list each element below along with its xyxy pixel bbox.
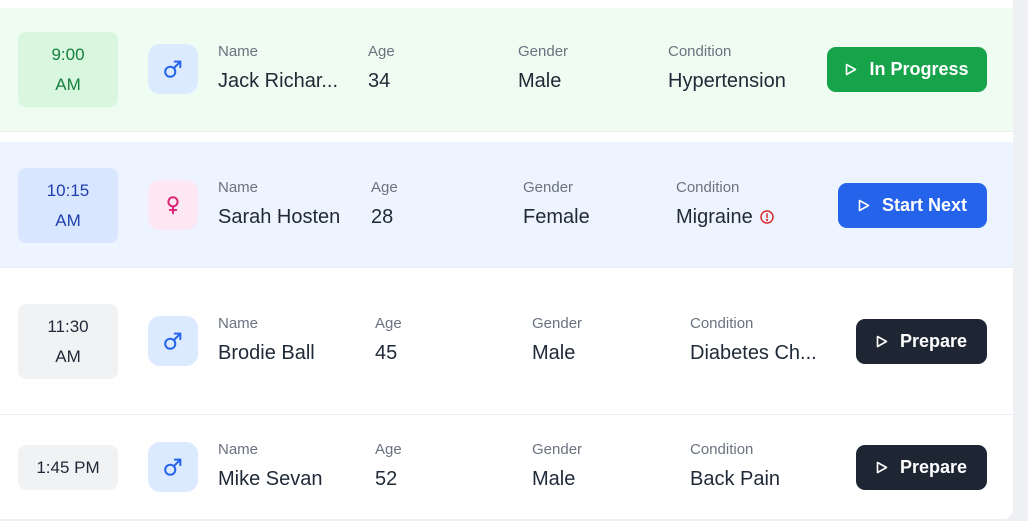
time-hour: 10:15	[46, 180, 90, 200]
patient-gender: Male	[518, 70, 562, 92]
play-icon	[876, 335, 888, 348]
button-label: Prepare	[899, 457, 968, 477]
patient-condition: Diabetes Ch...	[690, 342, 817, 364]
time-period: AM	[55, 74, 81, 94]
start-next-button[interactable]: Start Next	[838, 183, 987, 228]
patient-name: Brodie Ball	[218, 342, 315, 364]
gender-field: Gender Female	[523, 177, 663, 235]
prepare-button[interactable]: Prepare	[856, 319, 987, 364]
name-label: Name	[218, 315, 259, 332]
male-icon	[148, 44, 198, 94]
age-label: Age	[375, 441, 402, 458]
condition-label: Condition	[690, 441, 754, 458]
gender-label: Gender	[532, 315, 583, 332]
patient-gender: Male	[532, 468, 576, 490]
patient-name: Jack Richar...	[218, 70, 339, 92]
appointment-row[interactable]: 9:00 AM Name Jack Richar... Age 34 Gende…	[0, 8, 1013, 132]
appointment-row[interactable]: 1:45 PM Name Mike Sevan Age 52 Gender Ma…	[0, 415, 1013, 519]
patient-name: Mike Sevan	[218, 468, 323, 490]
time-slot: 10:15 AM	[18, 168, 118, 243]
name-field: Name Brodie Ball	[218, 313, 358, 371]
condition-label: Condition	[690, 315, 754, 332]
play-icon	[846, 63, 857, 76]
time-period: AM	[55, 210, 81, 230]
time-slot: 9:00 AM	[18, 32, 118, 107]
condition-field: Condition Migraine	[676, 177, 826, 235]
gender-label: Gender	[518, 43, 569, 60]
patient-gender: Male	[532, 342, 576, 364]
gender-field: Gender Male	[518, 41, 658, 99]
time-period: AM	[55, 346, 81, 366]
male-icon	[148, 316, 198, 366]
time-hour: 9:00	[51, 44, 85, 64]
condition-field: Condition Diabetes Ch...	[690, 313, 835, 371]
play-icon	[876, 461, 888, 474]
gender-label: Gender	[523, 179, 574, 196]
time-slot: 11:30 AM	[18, 304, 118, 379]
time-label: 1:45 PM	[36, 457, 100, 477]
name-field: Name Mike Sevan	[218, 439, 358, 497]
patient-age: 52	[375, 468, 398, 490]
patient-condition: Hypertension	[668, 70, 786, 92]
age-field: Age 52	[375, 439, 495, 497]
age-label: Age	[375, 315, 402, 332]
button-label: Start Next	[881, 195, 968, 215]
name-label: Name	[218, 43, 259, 60]
appointment-row[interactable]: 11:30 AM Name Brodie Ball Age 45 Gender …	[0, 278, 1013, 415]
gender-field: Gender Male	[532, 439, 672, 497]
play-icon	[858, 199, 870, 212]
female-icon	[148, 180, 198, 230]
name-label: Name	[218, 441, 259, 458]
age-field: Age 34	[368, 41, 488, 99]
patient-condition: Back Pain	[690, 468, 781, 490]
age-field: Age 45	[375, 313, 495, 371]
age-label: Age	[368, 43, 395, 60]
condition-field: Condition Hypertension	[668, 41, 818, 99]
gender-field: Gender Male	[532, 313, 672, 371]
name-field: Name Sarah Hosten	[218, 177, 358, 235]
patient-gender: Female	[523, 206, 590, 228]
alert-circle-icon	[759, 209, 775, 225]
patient-age: 45	[375, 342, 398, 364]
time-hour: 11:30	[47, 316, 89, 336]
prepare-button[interactable]: Prepare	[856, 445, 987, 490]
condition-label: Condition	[676, 179, 740, 196]
patient-age: 34	[368, 70, 391, 92]
patient-age: 28	[371, 206, 394, 228]
condition-field: Condition Back Pain	[690, 439, 835, 497]
button-label: Prepare	[899, 331, 968, 351]
age-field: Age 28	[371, 177, 491, 235]
time-slot: 1:45 PM	[18, 445, 118, 490]
age-label: Age	[371, 179, 398, 196]
appointment-row[interactable]: 10:15 AM Name Sarah Hosten Age 28 Gender…	[0, 142, 1013, 268]
gender-label: Gender	[532, 441, 583, 458]
male-icon	[148, 442, 198, 492]
name-field: Name Jack Richar...	[218, 41, 353, 99]
button-label: In Progress	[869, 59, 969, 79]
name-label: Name	[218, 179, 259, 196]
in-progress-button[interactable]: In Progress	[827, 47, 987, 92]
patient-name: Sarah Hosten	[218, 206, 341, 228]
patient-condition: Migraine	[676, 206, 753, 228]
condition-label: Condition	[668, 43, 732, 60]
